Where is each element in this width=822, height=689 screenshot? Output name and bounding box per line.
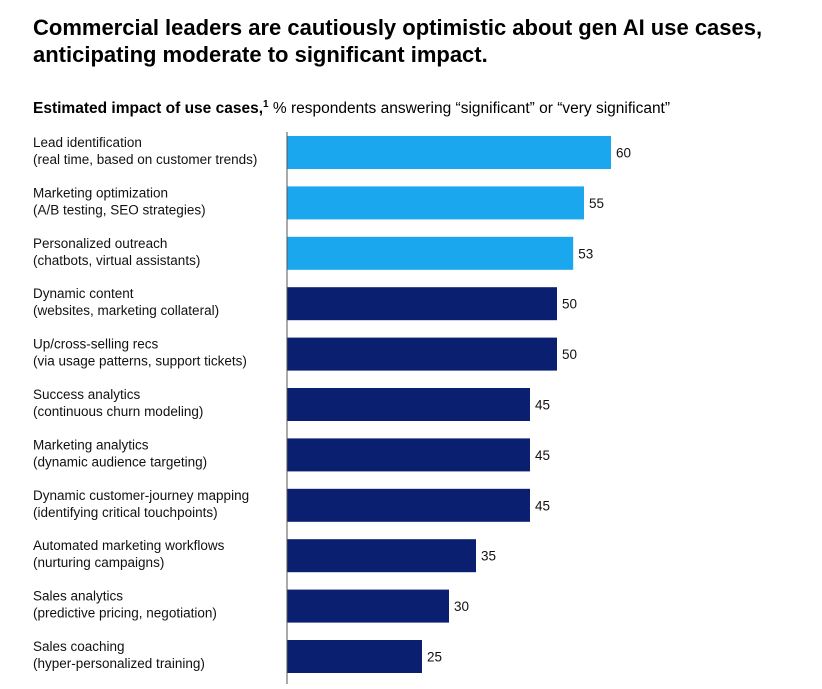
bar [287, 589, 449, 623]
bar-row: 30 Sales analytics (predictive pricing, ne… [33, 589, 469, 623]
data-label: 45 [535, 498, 550, 513]
category-label: Personalized outreach [33, 236, 167, 251]
data-label: 35 [481, 549, 496, 564]
chart-title: Commercial leaders are cautiously optimi… [33, 15, 763, 67]
bar-row: 45 Marketing analytics (dynamic audience t… [33, 437, 550, 472]
category-label: Success analytics [33, 387, 141, 402]
category-label: Sales analytics [33, 589, 123, 604]
bar [287, 488, 530, 522]
category-sublabel: (continuous churn modeling) [33, 404, 203, 419]
category-sublabel: (via usage patterns, support tickets) [33, 354, 247, 369]
bar [287, 287, 557, 321]
category-label: Automated marketing workflows [33, 538, 225, 553]
category-label: Lead identification [33, 135, 142, 150]
category-sublabel: (dynamic audience targeting) [33, 454, 207, 469]
category-sublabel: (identifying critical touchpoints) [33, 505, 218, 520]
data-label: 50 [562, 347, 577, 362]
category-sublabel: (real time, based on customer trends) [33, 152, 257, 167]
data-label: 25 [427, 650, 442, 665]
data-label: 55 [589, 196, 604, 211]
category-label: Dynamic customer-journey mapping [33, 488, 249, 503]
bar-row: 45 Dynamic customer-journey mapping (ident… [33, 488, 550, 522]
bar [287, 539, 476, 573]
bar-row: 50 Dynamic content (websites, marketing co… [33, 286, 577, 321]
category-label: Sales coaching [33, 639, 125, 654]
category-sublabel: (A/B testing, SEO strategies) [33, 202, 206, 217]
bar-row: 53 Personalized outreach (chatbots, virtua… [33, 236, 593, 270]
bar [287, 186, 584, 220]
category-label: Marketing optimization [33, 185, 168, 200]
bar [287, 388, 530, 421]
category-sublabel: (websites, marketing collateral) [33, 303, 219, 318]
bar-row: 60 Lead identification (real time, based o… [33, 135, 631, 169]
chart-subtitle: Estimated impact of use cases,1 % respon… [33, 95, 670, 119]
data-label: 45 [535, 448, 550, 463]
bar-row: 50 Up/cross-selling recs (via usage patter… [33, 337, 577, 371]
bar-row: 35 Automated marketing workflows (nurturin… [33, 538, 496, 573]
subtitle-lead: Estimated impact of use cases, [33, 100, 264, 118]
data-label: 53 [578, 246, 593, 261]
bar [287, 136, 611, 169]
category-sublabel: (chatbots, virtual assistants) [33, 253, 200, 268]
data-label: 30 [454, 599, 469, 614]
category-sublabel: (hyper-personalized training) [33, 656, 205, 671]
bar [287, 236, 574, 270]
bar-row: 25 Sales coaching (hyper-personalized trai… [33, 639, 442, 673]
footnote-marker: 1 [263, 99, 269, 110]
bar-row: 45 Success analytics (continuous churn mod… [33, 387, 550, 421]
bar [287, 337, 557, 371]
category-label: Dynamic content [33, 286, 134, 301]
bar-row: 55 Marketing optimization (A/B testing, SE… [33, 185, 604, 220]
category-sublabel: (nurturing campaigns) [33, 555, 164, 570]
data-label: 60 [616, 146, 631, 161]
data-label: 45 [535, 398, 550, 413]
data-label: 50 [562, 297, 577, 312]
category-label: Marketing analytics [33, 437, 149, 452]
bar [287, 438, 530, 472]
category-sublabel: (predictive pricing, negotiation) [33, 606, 217, 621]
bar [287, 640, 422, 673]
category-label: Up/cross-selling recs [33, 337, 159, 352]
subtitle-unit: % respondents answering “significant” or… [268, 100, 671, 118]
